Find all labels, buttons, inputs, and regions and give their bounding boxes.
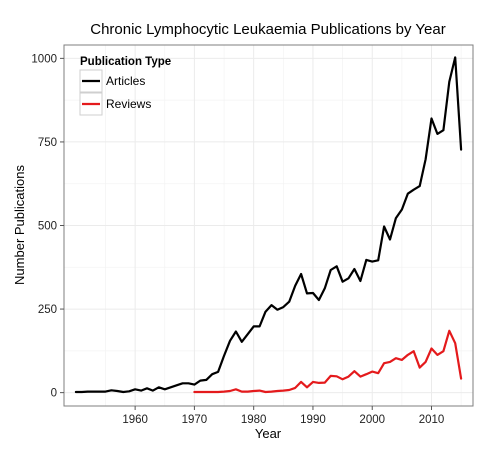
legend-title: Publication Type [80, 56, 171, 68]
y-tick-label: 1000 [31, 53, 57, 65]
legend-label-articles: Articles [106, 74, 145, 88]
series-line-articles [74, 56, 463, 394]
x-tick-label: 1960 [122, 414, 148, 426]
x-tick-label: 1970 [182, 414, 208, 426]
y-tick-label: 0 [51, 388, 57, 400]
x-tick-label: 2000 [359, 414, 385, 426]
y-axis-ticks: 0 250 500 750 1000 [31, 53, 64, 400]
grid-lines [64, 45, 473, 406]
x-tick-label: 1990 [300, 414, 326, 426]
x-tick-label: 1980 [241, 414, 267, 426]
x-axis-title: Year [255, 426, 282, 441]
y-axis-title: Number Publications [12, 165, 27, 285]
legend: Publication Type Articles Reviews [79, 56, 171, 116]
y-tick-label: 500 [38, 221, 57, 233]
data-series [74, 56, 463, 394]
series-line-reviews [193, 329, 463, 394]
chart-title: Chronic Lymphocytic Leukaemia Publicatio… [90, 21, 445, 38]
x-axis-ticks: 1960 1970 1980 1990 2000 2010 [122, 406, 444, 426]
x-tick-label: 2010 [419, 414, 445, 426]
y-tick-label: 750 [38, 137, 57, 149]
legend-label-reviews: Reviews [106, 97, 151, 111]
y-tick-label: 250 [38, 304, 57, 316]
